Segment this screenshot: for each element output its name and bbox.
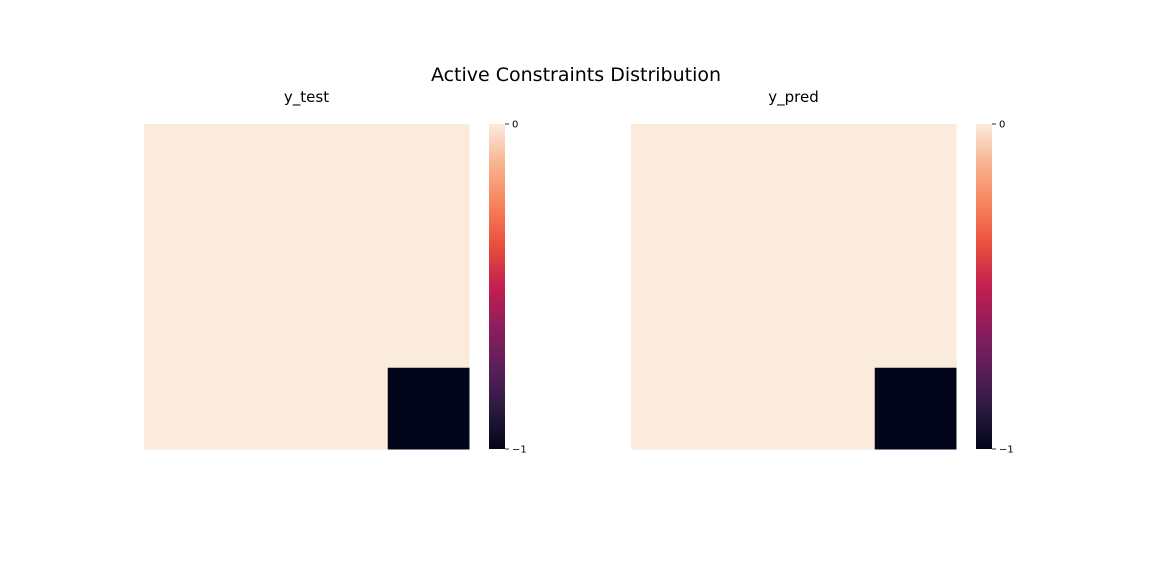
heatmap-cell bbox=[225, 286, 307, 369]
heatmap-cell bbox=[306, 124, 389, 206]
heatmap-cell bbox=[387, 286, 470, 369]
colorbar-tick-label: −1 bbox=[999, 445, 1014, 456]
heatmap-cell bbox=[712, 286, 794, 369]
heatmap-cell bbox=[306, 286, 389, 369]
heatmap-cell bbox=[793, 367, 876, 450]
heatmap-cell bbox=[225, 124, 307, 206]
heatmap-cell bbox=[631, 124, 713, 206]
subplot-title: y_pred bbox=[768, 88, 819, 107]
colorbar bbox=[976, 124, 992, 449]
heatmap-cell bbox=[387, 367, 470, 450]
heatmap-cell bbox=[793, 286, 876, 369]
figure-title: Active Constraints Distribution bbox=[430, 64, 722, 86]
heatmap-cell bbox=[306, 205, 389, 287]
heatmap-cell bbox=[225, 367, 307, 450]
heatmap-cell bbox=[387, 205, 470, 287]
heatmap-cell bbox=[631, 205, 713, 287]
heatmap-cell bbox=[793, 124, 876, 206]
heatmap-cell bbox=[144, 367, 226, 450]
colorbar-tick-label: 0 bbox=[999, 120, 1005, 131]
subplot-title: y_test bbox=[284, 88, 329, 107]
heatmap-cell bbox=[306, 367, 389, 450]
heatmap-cell bbox=[874, 124, 957, 206]
heatmap-cell bbox=[874, 205, 957, 287]
heatmap-cell bbox=[712, 124, 794, 206]
heatmap-cell bbox=[225, 205, 307, 287]
heatmap-cell bbox=[387, 124, 470, 206]
heatmap-cell bbox=[793, 205, 876, 287]
colorbar-tick-label: −1 bbox=[512, 445, 527, 456]
heatmap-cell bbox=[144, 124, 226, 206]
heatmap-cell bbox=[712, 367, 794, 450]
heatmap-cell bbox=[631, 367, 713, 450]
heatmap-cell bbox=[144, 205, 226, 287]
colorbar bbox=[489, 124, 505, 449]
heatmap-cell bbox=[712, 205, 794, 287]
heatmap-cell bbox=[874, 367, 957, 450]
heatmap-cell bbox=[631, 286, 713, 369]
heatmap-cell bbox=[874, 286, 957, 369]
colorbar-tick-label: 0 bbox=[512, 120, 518, 131]
heatmap-cell bbox=[144, 286, 226, 369]
